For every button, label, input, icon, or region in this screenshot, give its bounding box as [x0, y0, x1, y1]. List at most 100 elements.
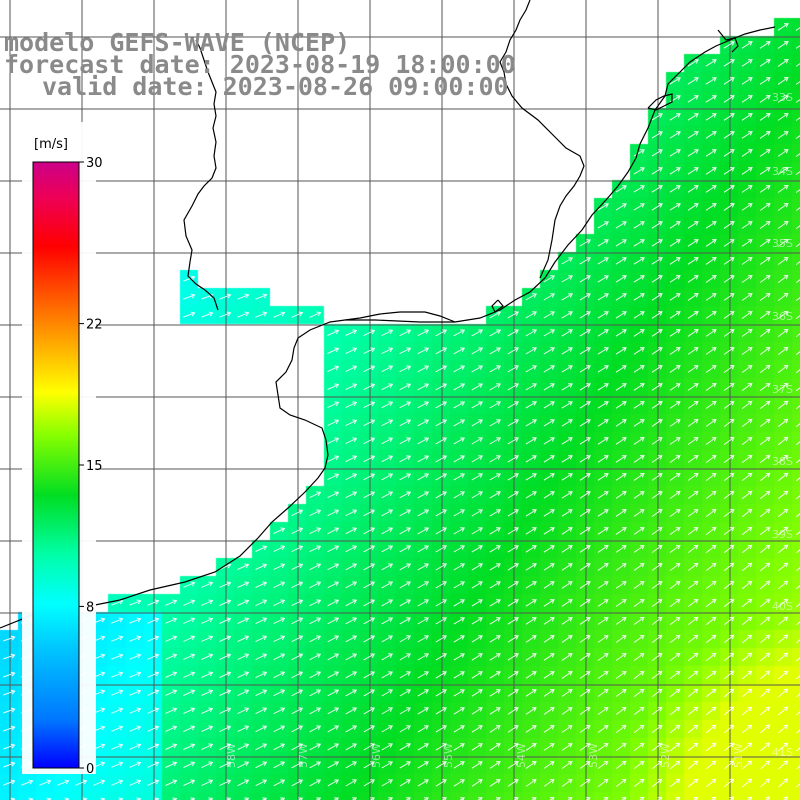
wind-arrow	[435, 347, 448, 355]
wind-arrow	[669, 383, 681, 391]
wind-arrow	[687, 329, 699, 337]
wind-arrow	[723, 167, 735, 175]
wind-arrow	[705, 562, 717, 571]
wind-arrow	[723, 580, 735, 590]
wind-arrow	[399, 491, 412, 499]
wind-arrow	[777, 436, 789, 446]
wind-arrow	[543, 527, 555, 535]
wind-arrow	[777, 328, 789, 337]
wind-arrow	[417, 365, 430, 373]
wind-arrow	[723, 41, 735, 49]
wind-arrow	[381, 671, 394, 679]
wind-arrow	[327, 725, 340, 733]
latitude-label: 39S	[772, 528, 793, 541]
wind-arrow	[489, 473, 502, 481]
wind-arrow	[705, 239, 717, 247]
wind-arrow	[615, 383, 627, 391]
wind-arrow	[759, 562, 771, 572]
wind-arrow	[309, 527, 322, 535]
wind-arrow	[723, 77, 735, 85]
wind-arrow	[489, 419, 502, 427]
wind-arrow	[687, 95, 699, 103]
wind-arrow	[255, 311, 268, 318]
wind-arrow	[399, 401, 412, 409]
wind-arrow	[741, 490, 753, 500]
wind-arrow	[723, 221, 735, 229]
wind-arrow	[489, 707, 501, 715]
wind-arrow	[687, 472, 699, 481]
wind-arrow	[669, 688, 681, 698]
wind-arrow	[687, 490, 699, 499]
wind-arrow	[507, 779, 519, 787]
wind-arrow	[345, 617, 358, 625]
wind-arrow	[136, 797, 142, 800]
wind-arrow	[777, 472, 789, 482]
wind-arrow	[489, 779, 501, 787]
wind-arrow	[453, 365, 466, 373]
wind-arrow	[381, 455, 394, 463]
wind-arrow	[723, 436, 735, 445]
wind-arrow	[363, 617, 376, 625]
wind-arrow	[579, 401, 591, 409]
wind-arrow	[597, 760, 609, 769]
wind-arrow	[579, 706, 591, 715]
wind-arrow	[705, 311, 717, 319]
wind-arrow	[525, 743, 537, 751]
wind-arrow	[183, 293, 196, 300]
wind-arrow	[705, 472, 717, 481]
wind-arrow	[723, 364, 735, 373]
wind-arrow	[759, 544, 771, 554]
wind-arrow	[669, 365, 681, 373]
wind-arrow	[171, 797, 178, 800]
wind-arrow	[129, 725, 142, 732]
wind-arrow	[435, 491, 448, 499]
wind-arrow	[3, 725, 16, 732]
wind-arrow	[759, 238, 771, 247]
wind-arrow	[543, 707, 555, 715]
wind-arrow	[399, 599, 412, 607]
wind-arrow	[597, 545, 609, 553]
wind-arrow	[363, 491, 376, 499]
wind-arrow	[759, 436, 771, 445]
wind-arrow	[327, 347, 340, 354]
wind-arrow	[615, 311, 627, 319]
wind-arrow	[345, 563, 358, 571]
wind-arrow	[778, 562, 789, 572]
wind-arrow	[327, 671, 340, 679]
wind-arrow	[777, 508, 789, 518]
wind-arrow	[417, 563, 430, 571]
wind-arrow	[381, 329, 394, 337]
wind-arrow	[507, 725, 519, 733]
wind-arrow	[651, 113, 663, 121]
wind-arrow	[111, 617, 124, 624]
wind-arrow	[309, 635, 322, 643]
wind-arrow	[778, 598, 789, 608]
wind-arrow	[111, 635, 124, 642]
wind-arrow	[471, 473, 484, 481]
wind-arrow	[507, 437, 520, 445]
wind-arrow	[597, 527, 609, 535]
wind-arrow	[525, 509, 537, 517]
wind-arrow	[435, 617, 448, 625]
wind-arrow	[669, 454, 681, 463]
wind-arrow	[742, 742, 753, 752]
wind-arrow	[777, 95, 789, 103]
wind-arrow	[381, 617, 394, 625]
wind-arrow	[363, 383, 376, 391]
wind-arrow	[705, 77, 717, 85]
wind-arrows	[3, 23, 800, 800]
wind-arrow	[507, 545, 519, 553]
wind-arrow	[615, 239, 627, 247]
wind-arrow	[525, 653, 537, 661]
wind-arrow	[561, 689, 573, 697]
wind-arrow	[399, 635, 412, 643]
wind-arrow	[651, 257, 663, 265]
wind-arrow	[633, 383, 645, 391]
wind-arrow	[291, 545, 304, 553]
wind-arrow	[723, 275, 735, 283]
wind-arrow	[525, 347, 538, 355]
wind-arrow	[165, 671, 178, 678]
wind-arrow	[561, 617, 573, 625]
wind-arrow	[399, 545, 412, 553]
wind-arrow	[525, 527, 537, 535]
